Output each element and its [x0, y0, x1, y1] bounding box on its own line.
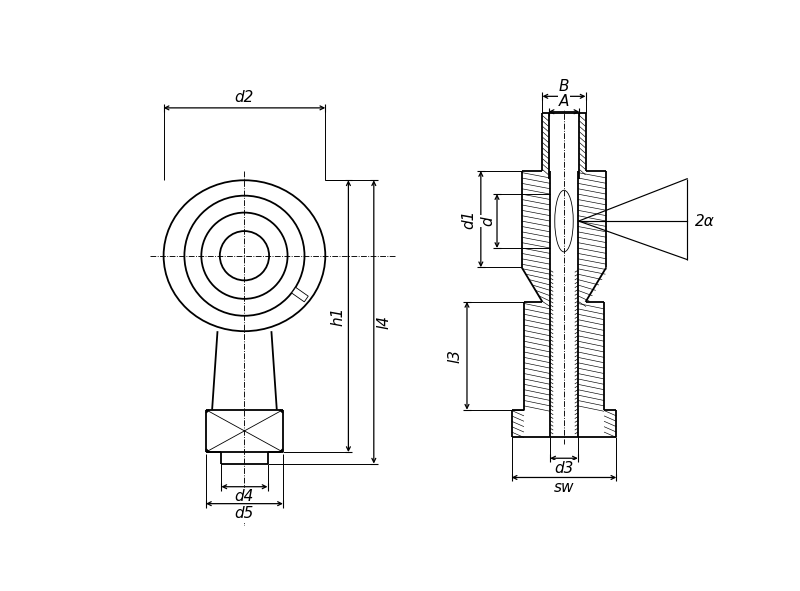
Text: h1: h1: [330, 307, 345, 326]
Text: d: d: [480, 216, 495, 226]
Text: 2α: 2α: [695, 213, 714, 229]
Text: d1: d1: [461, 209, 476, 229]
Text: d3: d3: [554, 461, 574, 476]
Text: A: A: [559, 94, 569, 109]
Text: B: B: [558, 79, 570, 94]
Polygon shape: [292, 287, 308, 302]
Text: l4: l4: [376, 315, 391, 329]
Text: sw: sw: [554, 480, 574, 495]
Text: d4: d4: [234, 489, 254, 504]
Text: l3: l3: [448, 349, 463, 363]
Text: d2: d2: [234, 90, 254, 105]
Text: d5: d5: [234, 506, 254, 521]
